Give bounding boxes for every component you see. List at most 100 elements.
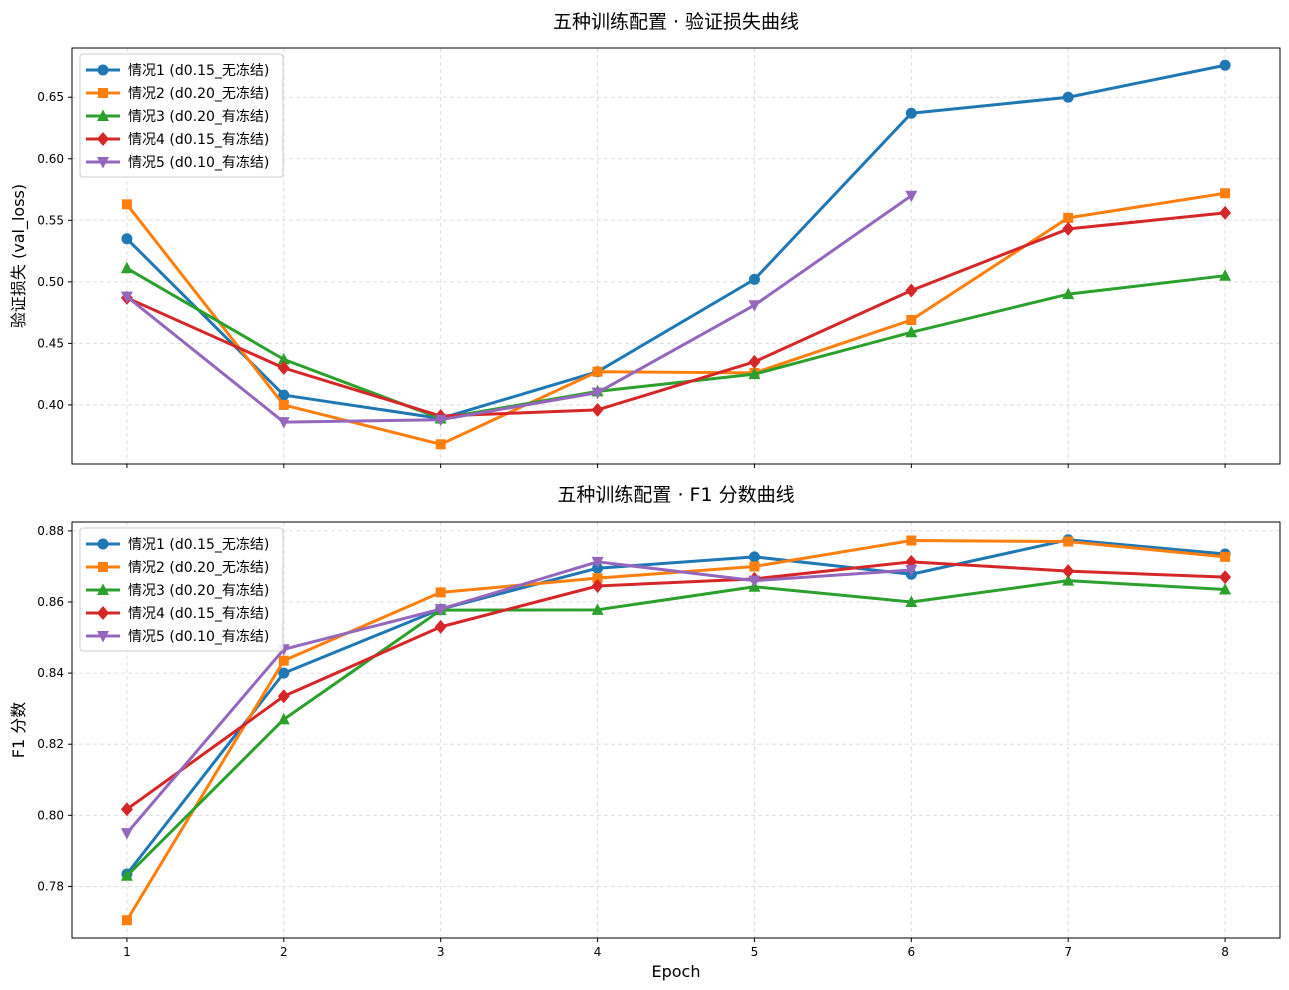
f1-data-point	[749, 561, 760, 572]
loss-data-point	[1062, 221, 1075, 236]
loss-series-line	[126, 267, 1226, 420]
f1-y-tick-label: 0.86	[37, 595, 64, 609]
f1-chart-title: 五种训练配置 · F1 分数曲线	[557, 484, 794, 506]
f1-legend-box	[79, 527, 284, 652]
f1-series-line	[126, 560, 1226, 811]
f1-legend-marker	[97, 538, 109, 550]
f1-series-line	[125, 538, 1226, 875]
f1-x-tick-label: 2	[280, 945, 288, 959]
loss-legend-label: 情况4 (d0.15_有冻结)	[128, 131, 269, 148]
loss-data-point	[905, 283, 918, 298]
f1-data-point	[278, 667, 290, 679]
loss-data-point	[277, 352, 290, 365]
f1-legend-marker	[97, 583, 109, 595]
f1-data-point	[748, 575, 761, 588]
loss-y-tick-label: 0.50	[37, 275, 64, 289]
f1-data-point	[435, 587, 446, 598]
loss-legend-label: 情况3 (d0.20_有冻结)	[128, 108, 269, 125]
f1-data-point	[434, 604, 447, 616]
f1-legend-item: 情况1 (d0.15_无冻结)	[86, 536, 269, 553]
f1-data-point	[1219, 583, 1232, 595]
loss-legend-label: 情况1 (d0.15_无冻结)	[128, 62, 269, 79]
loss-data-point	[748, 300, 761, 312]
loss-y-tick-label: 0.55	[37, 213, 64, 227]
loss-legend-marker	[98, 88, 108, 98]
f1-x-ticks: 1 2 3 4 5 6 7 8	[123, 938, 1229, 959]
f1-y-axis-label: F1 分数	[9, 702, 28, 758]
loss-series-5	[120, 190, 918, 429]
f1-data-point	[277, 689, 290, 704]
loss-data-point	[1062, 287, 1075, 300]
f1-legend-item: 情况4 (d0.15_有冻结)	[86, 605, 269, 622]
f1-data-point	[906, 535, 917, 546]
loss-legend-marker	[97, 109, 109, 121]
f1-grid	[72, 522, 1280, 938]
loss-data-point	[748, 367, 761, 380]
f1-legend-marker	[97, 631, 109, 643]
loss-data-point	[1220, 188, 1231, 199]
loss-data-point	[1219, 205, 1232, 220]
f1-data-point	[120, 869, 133, 881]
f1-series-3	[120, 574, 1232, 881]
f1-legend-item: 情况5 (d0.10_有冻结)	[86, 628, 269, 645]
loss-legend-item: 情况4 (d0.15_有冻结)	[86, 131, 269, 148]
x-axis-label: Epoch	[652, 962, 701, 981]
loss-series-4	[120, 205, 1232, 423]
loss-plot-frame	[71, 47, 1281, 465]
loss-x-ticks	[126, 464, 1226, 468]
f1-legend-item: 情况3 (d0.20_有冻结)	[86, 582, 269, 599]
f1-y-tick-label: 0.78	[37, 879, 64, 893]
loss-chart-panel: 五种训练配置 · 验证损失曲线 0.40 0.45 0.50 0.55 0.60 0.65…	[9, 11, 1281, 468]
loss-y-tick-label: 0.65	[37, 90, 64, 104]
loss-legend-box	[79, 53, 284, 178]
loss-data-point	[121, 233, 133, 245]
f1-data-point	[277, 712, 290, 725]
f1-data-point	[1063, 536, 1074, 547]
loss-data-point	[906, 315, 917, 325]
f1-series-4	[120, 554, 1232, 817]
f1-series-line	[125, 579, 1226, 877]
loss-legend-item: 情况1 (d0.15_无冻结)	[86, 62, 269, 79]
loss-legend: 情况1 (d0.15_无冻结) 情况2 (d0.20_无冻结) 情况3 (d0.20…	[79, 53, 284, 178]
f1-x-tick-label: 1	[123, 945, 131, 959]
loss-data-point	[905, 325, 918, 338]
f1-y-tick-label: 0.88	[37, 524, 64, 538]
loss-y-tick-label: 0.40	[37, 398, 64, 412]
loss-data-point	[592, 366, 603, 377]
f1-legend-label: 情况1 (d0.15_无冻结)	[128, 536, 269, 553]
loss-y-ticks: 0.40 0.45 0.50 0.55 0.60 0.65	[37, 90, 72, 412]
loss-data-point	[905, 190, 918, 203]
loss-data-point	[591, 387, 604, 400]
f1-chart-panel: 五种训练配置 · F1 分数曲线 0.78 0.80 0.82 0.84 0.86 0.8…	[9, 484, 1281, 959]
loss-data-point	[277, 417, 290, 429]
loss-legend-item: 情况3 (d0.20_有冻结)	[86, 108, 269, 125]
loss-data-point	[1063, 212, 1074, 223]
f1-series-1	[121, 534, 1231, 880]
f1-x-tick-label: 5	[751, 945, 759, 959]
loss-series-line	[125, 63, 1226, 420]
f1-legend-label: 情况5 (d0.10_有冻结)	[128, 628, 269, 645]
loss-data-point	[905, 107, 917, 119]
loss-data-point	[121, 199, 132, 210]
loss-data-point	[434, 414, 447, 427]
f1-data-point	[1062, 574, 1075, 586]
f1-data-point	[120, 802, 133, 817]
f1-legend-marker	[98, 562, 108, 572]
f1-x-tick-label: 6	[908, 945, 916, 959]
f1-data-point	[591, 579, 604, 593]
loss-data-point	[278, 389, 290, 401]
loss-legend-marker	[97, 157, 109, 169]
loss-legend-marker	[97, 64, 109, 76]
f1-data-point	[591, 603, 604, 615]
f1-x-tick-label: 8	[1221, 945, 1229, 959]
f1-legend-label: 情况2 (d0.20_无冻结)	[128, 559, 269, 576]
f1-data-point	[592, 573, 603, 584]
f1-y-tick-label: 0.82	[37, 737, 64, 751]
f1-data-point	[591, 556, 604, 569]
f1-y-tick-label: 0.84	[37, 666, 64, 680]
f1-series-layer	[120, 534, 1232, 926]
loss-data-point	[748, 273, 760, 285]
f1-x-tick-label: 4	[594, 945, 602, 959]
loss-data-point	[278, 399, 289, 410]
